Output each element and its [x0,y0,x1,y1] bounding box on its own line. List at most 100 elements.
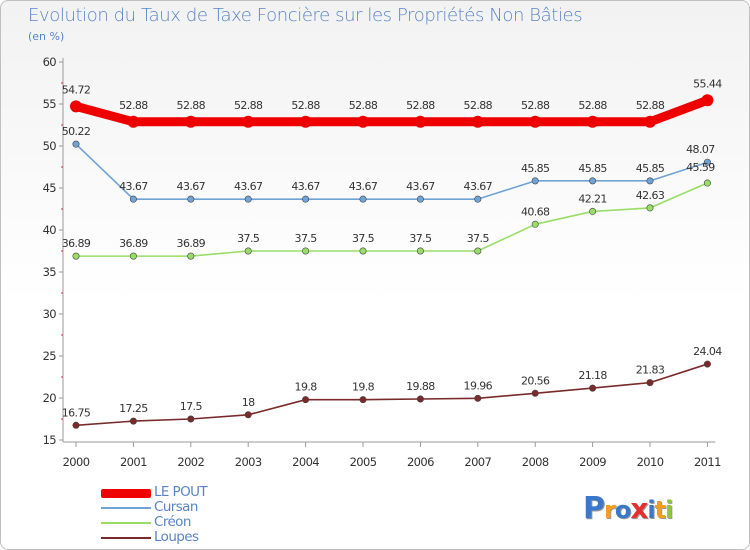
data-point [586,115,599,128]
series-line-loupes [75,363,709,427]
data-point [302,396,310,404]
data-point [644,115,656,128]
data-label: 36.89 [62,237,91,250]
legend-label: Cursan [154,499,198,515]
data-label: 43.67 [464,180,493,193]
y-tick-label: 30 [43,307,57,321]
data-point [359,396,367,404]
series-line-cursan [75,143,709,200]
data-point [359,195,367,203]
y-axis-unit: (en %) [28,30,65,43]
x-tick-label: 2006 [407,455,434,469]
data-point [589,384,597,392]
data-label: 52.88 [464,99,493,112]
legend-label: LE POUT [154,484,208,500]
data-label: 37.5 [467,232,490,245]
logo-letter: o [614,496,631,524]
data-label: 43.67 [177,180,206,193]
y-tick-label: 35 [43,265,57,279]
data-point [416,247,424,255]
y-tick-label: 20 [43,391,57,405]
x-tick-label: 2009 [579,455,606,469]
x-tick-label: 2001 [120,455,147,469]
y-tick-label: 15 [43,433,57,447]
data-label: 52.88 [119,99,148,112]
series-line-le-pout [71,95,712,127]
data-point [646,177,654,185]
data-point [129,252,137,260]
x-tick-label: 2000 [63,455,90,469]
data-label: 45.85 [578,162,607,175]
data-point [302,247,310,255]
data-label: 19.88 [406,380,435,393]
data-label: 21.18 [578,369,607,382]
y-tick-label: 40 [43,223,57,237]
data-point [187,195,195,203]
data-point [72,252,80,260]
data-label: 43.67 [291,180,320,193]
x-tick-label: 2002 [177,455,204,469]
logo-letter: i [647,496,655,524]
x-tick-label: 2003 [235,455,262,469]
chart-title: Evolution du Taux de Taxe Foncière sur l… [28,5,583,26]
logo-letter: i [665,496,673,524]
data-point [589,207,597,215]
data-label: 52.88 [291,99,320,112]
x-tick-label: 2004 [292,455,319,469]
data-label: 20.56 [521,374,550,387]
data-label: 17.5 [180,400,203,413]
data-point [474,195,482,203]
data-label: 50.22 [62,125,91,138]
data-label: 52.88 [234,99,263,112]
data-point [359,247,367,255]
data-point [531,177,539,185]
data-point [703,360,711,368]
data-point [474,394,482,402]
data-label: 37.5 [295,232,318,245]
legend-swatch [101,537,151,539]
data-label: 19.96 [464,379,493,392]
data-label: 36.89 [119,237,148,250]
data-point [244,411,252,419]
y-tick-label: 55 [43,97,57,111]
y-tick-label: 45 [43,181,57,195]
data-point [187,252,195,260]
data-point [531,389,539,397]
data-label: 55.44 [693,77,722,90]
data-label: 45.85 [521,162,550,175]
data-point [244,247,252,255]
data-label: 52.88 [177,99,206,112]
data-label: 18 [242,396,255,409]
data-point [357,115,369,128]
data-label: 45.59 [686,161,715,174]
legend-swatch [101,522,151,524]
data-label: 37.5 [409,232,432,245]
legend-swatch [101,488,151,498]
x-tick-label: 2010 [637,455,664,469]
data-point [302,195,310,203]
logo-letter: r [604,496,616,524]
data-point [72,140,80,148]
x-tick-label: 2011 [694,455,721,469]
x-tick-label: 2008 [522,455,549,469]
data-point [416,395,424,403]
legend-label: Loupes [154,529,199,545]
data-point [474,247,482,255]
data-point [646,204,654,212]
data-label: 43.67 [119,180,148,193]
data-label: 43.67 [406,180,435,193]
data-label: 52.88 [578,99,607,112]
data-label: 45.85 [636,162,665,175]
data-point [242,115,255,128]
data-label: 17.25 [119,402,148,415]
proxiti-logo: Proxiti [583,491,673,526]
data-point [70,100,82,113]
data-point [414,115,427,128]
y-tick-label: 50 [43,139,57,153]
x-tick-label: 2007 [464,455,491,469]
data-label: 52.88 [349,99,378,112]
data-label: 21.83 [636,364,665,377]
data-point [187,415,195,423]
data-label: 52.88 [636,99,665,112]
